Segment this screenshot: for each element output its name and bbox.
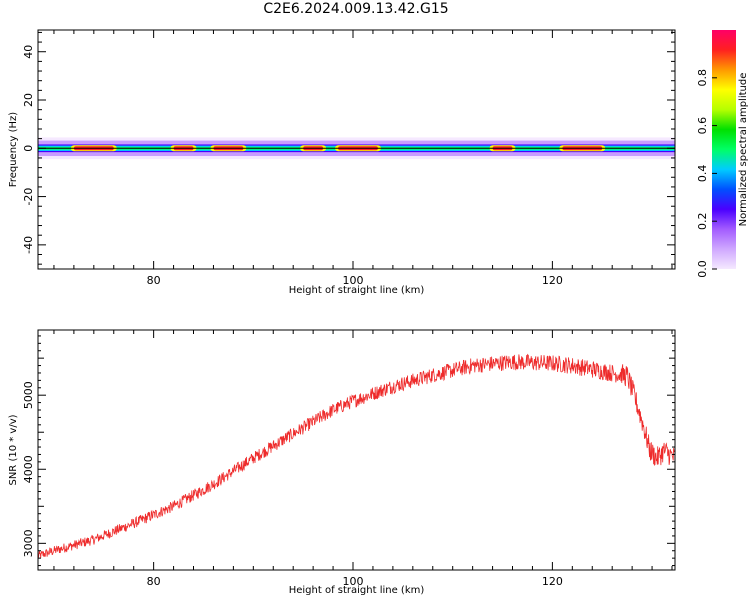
colorbar-tick-label: 0.0 — [696, 260, 709, 278]
y-tick-label: 4000 — [22, 455, 35, 483]
y-axis-label: SNR (10 * v/v) — [8, 414, 19, 485]
x-tick-label: 120 — [542, 575, 563, 588]
colorbar-bar — [712, 30, 736, 269]
x-tick-label: 80 — [147, 575, 161, 588]
colorbar-tick-label: 0.8 — [696, 69, 709, 87]
y-tick-label: -20 — [22, 188, 35, 206]
colorbar-label: Normalized spectral amplitude — [738, 73, 749, 227]
chart-title: C2E6.2024.009.13.42.G15 — [263, 1, 449, 17]
x-tick-label: 120 — [542, 274, 563, 287]
plot-frame — [37, 29, 676, 270]
snr-series-line — [37, 353, 676, 559]
colorbar-tick-label: 0.2 — [696, 212, 709, 230]
colorbar: 0.0 0.2 0.4 0.6 0.8 Normalized spectral ampli… — [696, 30, 749, 278]
y-tick-label: 20 — [22, 93, 35, 107]
spectrogram-panel: 80 100 120 40 20 0 -20 -40 Height of straight li… — [8, 29, 676, 296]
snr-panel: 80 100 120 5000 4000 3000 Height of straight l… — [8, 329, 676, 596]
plot-frame — [37, 329, 676, 571]
y-tick-label: 40 — [22, 45, 35, 59]
x-axis-label: Height of straight line (km) — [289, 585, 425, 596]
x-tick-label: 100 — [343, 274, 364, 287]
colorbar-tick-label: 0.6 — [696, 117, 709, 135]
x-tick-label: 80 — [147, 274, 161, 287]
y-axis-label: Frequency (Hz) — [8, 112, 19, 188]
y-tick-label: -40 — [22, 236, 35, 254]
y-tick-label: 0 — [22, 145, 35, 152]
y-tick-label: 5000 — [22, 381, 35, 409]
x-axis-label: Height of straight line (km) — [289, 285, 425, 296]
colorbar-tick-label: 0.4 — [696, 165, 709, 183]
x-tick-label: 100 — [343, 575, 364, 588]
y-tick-label: 3000 — [22, 529, 35, 557]
